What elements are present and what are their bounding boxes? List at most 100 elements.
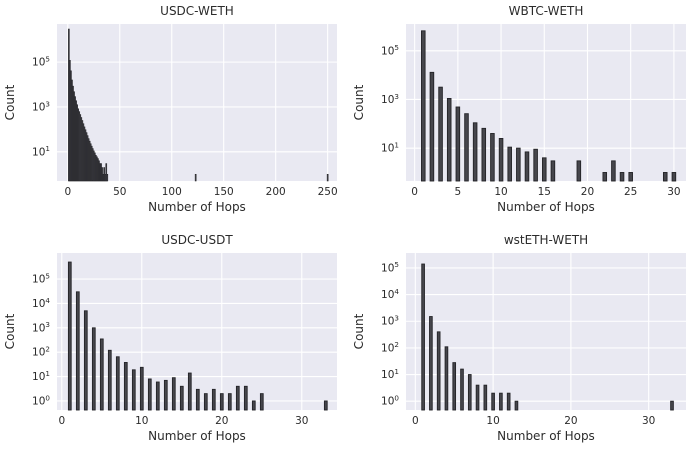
histogram-bar: [67, 261, 72, 411]
subplot-wsteth-weth: 0 10 20 30 100 101 102 103 104 105 wstETH-WETH Numb…: [349, 229, 697, 458]
x-tick-label: 5: [455, 186, 462, 198]
y-tick-label: 103: [32, 99, 50, 113]
y-tick-label: 102: [381, 340, 399, 354]
histogram-bar: [203, 393, 208, 411]
histogram-bar: [446, 97, 452, 182]
histogram-bar: [506, 392, 511, 411]
histogram-bar: [187, 372, 192, 411]
plot-area: [57, 253, 337, 410]
y-tick-label: 104: [32, 296, 50, 310]
histogram-bar: [123, 362, 128, 411]
histogram-bar: [83, 310, 88, 411]
x-tick-label: 0: [58, 415, 65, 427]
histogram-bar: [429, 316, 433, 411]
chart-title: USDC-WETH: [160, 4, 234, 18]
histogram-bar: [211, 388, 216, 411]
histogram-bar: [259, 393, 264, 411]
x-tick-label: 10: [494, 186, 507, 198]
histogram-bar: [550, 160, 556, 182]
histogram-bar: [195, 388, 200, 411]
histogram-bar: [421, 263, 425, 411]
x-tick-label: 150: [214, 186, 234, 198]
y-axis-label: Count: [352, 313, 366, 349]
histogram-bar: [421, 30, 426, 182]
y-tick-label: 101: [381, 140, 399, 154]
histogram-bar: [91, 327, 96, 411]
histogram-bar: [436, 331, 441, 411]
x-tick-label: 10: [135, 415, 148, 427]
histogram-bar: [491, 392, 495, 411]
y-tick-label: 100: [32, 393, 50, 407]
histogram-bar: [602, 172, 608, 182]
y-tick-label: 102: [32, 345, 50, 359]
histogram-bar: [155, 381, 160, 411]
histogram-bar: [139, 366, 144, 411]
x-tick-label: 25: [624, 186, 637, 198]
x-tick-label: 30: [667, 186, 680, 198]
y-tick-label: 101: [381, 367, 399, 381]
histogram-bar: [524, 151, 530, 182]
histogram-bar: [107, 349, 112, 411]
histogram-bar: [516, 147, 521, 182]
y-tick-label: 100: [381, 394, 399, 408]
y-tick-label: 101: [32, 144, 50, 158]
histogram-usdc-usdt: 0 10 20 30 100 101 102 103 104 105 USDC-USDT Number…: [3, 233, 337, 443]
subplot-usdc-usdt: 0 10 20 30 100 101 102 103 104 105 USDC-USDT Number…: [0, 229, 348, 458]
histogram-bar: [467, 374, 472, 411]
histogram-bar: [323, 400, 328, 411]
histogram-bar: [481, 127, 487, 182]
chart-title: WBTC-WETH: [509, 4, 584, 18]
histogram-wsteth-weth: 0 10 20 30 100 101 102 103 104 105 wstETH-WETH Numb…: [352, 233, 686, 443]
histogram-bar: [542, 157, 547, 182]
histogram-bar: [131, 369, 136, 411]
y-tick-label: 105: [32, 54, 50, 68]
x-axis-label: Number of Hops: [148, 429, 246, 443]
histogram-bar: [444, 346, 449, 411]
subplot-wbtc-weth: 0 5 10 15 20 25 30 101 103 105 WBTC-WETH Number of …: [349, 0, 697, 229]
x-axis-label: Number of Hops: [148, 200, 246, 214]
histogram-bar: [533, 148, 538, 182]
y-axis-label: Count: [352, 84, 366, 120]
subplot-usdc-weth: 0 50 100 150 200 250 101 103 105 USDC-WETH Number …: [0, 0, 348, 229]
x-tick-label: 20: [564, 415, 577, 427]
y-tick-label: 105: [32, 271, 50, 285]
histogram-bar: [219, 393, 224, 411]
histogram-bar: [106, 173, 109, 182]
x-tick-label: 0: [411, 186, 418, 198]
histogram-bar: [611, 160, 616, 182]
histogram-bar: [619, 172, 625, 182]
histogram-bar: [171, 377, 176, 411]
x-tick-label: 10: [486, 415, 499, 427]
histogram-usdc-weth: 0 50 100 150 200 250 101 103 105 USDC-WETH Number …: [3, 4, 338, 214]
chart-title: USDC-USDT: [161, 233, 233, 247]
histogram-bar: [147, 378, 152, 411]
y-tick-label: 103: [381, 92, 399, 106]
histogram-bar: [507, 146, 512, 182]
histogram-bar: [163, 379, 168, 411]
histogram-bar: [499, 392, 503, 411]
histogram-bar: [243, 385, 248, 411]
x-tick-label: 15: [538, 186, 551, 198]
histogram-bar: [105, 163, 108, 182]
y-tick-label: 103: [32, 320, 50, 334]
y-axis-label: Count: [3, 84, 17, 120]
x-tick-label: 30: [295, 415, 308, 427]
x-tick-label: 0: [64, 186, 71, 198]
histogram-bar: [628, 172, 633, 182]
histogram-bar: [251, 400, 256, 411]
histogram-bar: [75, 291, 80, 411]
x-tick-label: 0: [412, 415, 419, 427]
histogram-bar: [475, 384, 480, 411]
histogram-bar: [490, 133, 495, 182]
y-tick-label: 103: [381, 314, 399, 328]
y-axis-label: Count: [3, 313, 17, 349]
y-tick-label: 105: [381, 43, 399, 57]
histogram-bar: [429, 71, 435, 182]
histogram-bar: [438, 86, 443, 182]
x-axis-label: Number of Hops: [497, 200, 595, 214]
histogram-bar: [576, 160, 582, 182]
chart-title: wstETH-WETH: [504, 233, 588, 247]
plot-area: [57, 24, 337, 181]
x-axis-label: Number of Hops: [497, 429, 595, 443]
histogram-bar: [227, 393, 232, 411]
